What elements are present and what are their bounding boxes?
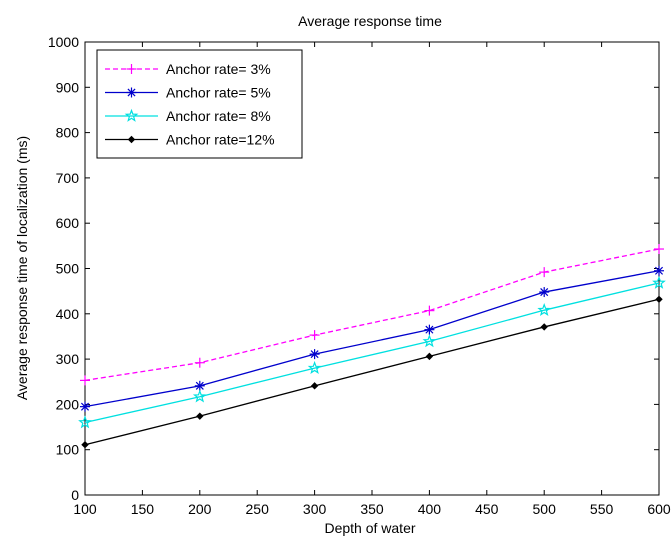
y-tick-label: 400 bbox=[56, 306, 80, 322]
x-axis: 100 150 200 250 300 350 400 450 500 550 600 bbox=[73, 42, 671, 517]
series-layer bbox=[78, 244, 666, 449]
x-tick-label: 250 bbox=[246, 501, 270, 517]
data-point bbox=[310, 382, 319, 390]
series-2 bbox=[80, 265, 664, 412]
y-tick-label: 1000 bbox=[48, 34, 79, 50]
y-axis: 0 100 200 300 400 500 600 700 800 900 1000 bbox=[48, 34, 659, 503]
data-point bbox=[307, 360, 322, 375]
legend-marker bbox=[126, 87, 137, 98]
series-line bbox=[84, 248, 660, 382]
data-point bbox=[424, 324, 435, 335]
data-point bbox=[78, 415, 92, 429]
x-tick-label: 600 bbox=[647, 501, 671, 517]
x-tick-label: 350 bbox=[360, 501, 384, 517]
series-line bbox=[84, 282, 660, 424]
data-point bbox=[540, 323, 548, 331]
data-point bbox=[424, 305, 435, 316]
legend-marker bbox=[127, 135, 136, 144]
legend-item: Anchor rate=12% bbox=[105, 132, 275, 148]
x-axis-label: Depth of water bbox=[324, 520, 415, 536]
data-point bbox=[537, 302, 552, 317]
data-point bbox=[192, 389, 207, 403]
legend-label: Anchor rate=12% bbox=[166, 132, 275, 148]
data-point bbox=[655, 295, 663, 304]
data-point bbox=[196, 412, 204, 420]
y-axis-label: Average response time of localization (m… bbox=[14, 136, 30, 400]
data-point bbox=[309, 349, 320, 360]
x-tick-label: 200 bbox=[188, 501, 212, 517]
y-tick-label: 100 bbox=[56, 442, 80, 458]
x-tick-label: 450 bbox=[475, 501, 499, 517]
data-point bbox=[539, 287, 550, 298]
y-tick-label: 200 bbox=[56, 396, 80, 412]
x-tick-label: 300 bbox=[303, 501, 327, 517]
x-tick-label: 500 bbox=[533, 501, 557, 517]
y-tick-label: 0 bbox=[71, 487, 79, 503]
legend-item: Anchor rate= 5% bbox=[105, 85, 271, 101]
series-4 bbox=[81, 295, 663, 449]
data-point bbox=[81, 441, 89, 449]
data-point bbox=[652, 275, 666, 289]
x-tick-label: 100 bbox=[73, 501, 97, 517]
legend-label: Anchor rate= 8% bbox=[166, 108, 271, 124]
series-1 bbox=[80, 244, 664, 386]
data-point bbox=[539, 267, 550, 278]
x-tick-label: 400 bbox=[418, 501, 442, 517]
x-tick-label: 150 bbox=[131, 501, 155, 517]
data-point bbox=[194, 357, 205, 368]
legend-marker bbox=[124, 108, 139, 122]
series-3 bbox=[78, 275, 666, 429]
y-tick-label: 300 bbox=[56, 351, 80, 367]
data-point bbox=[654, 244, 664, 255]
legend-item: Anchor rate= 8% bbox=[105, 108, 271, 124]
legend-label: Anchor rate= 5% bbox=[166, 85, 271, 101]
data-point bbox=[80, 375, 90, 386]
chart-title: Average response time bbox=[298, 13, 442, 29]
y-tick-label: 800 bbox=[56, 125, 80, 141]
y-tick-label: 500 bbox=[56, 261, 80, 277]
data-point bbox=[80, 401, 90, 412]
data-point bbox=[654, 265, 664, 276]
series-line bbox=[84, 298, 660, 446]
legend-label: Anchor rate= 3% bbox=[166, 61, 271, 77]
series-line bbox=[84, 270, 660, 408]
y-tick-label: 600 bbox=[56, 215, 80, 231]
y-tick-label: 900 bbox=[56, 79, 80, 95]
x-tick-label: 550 bbox=[590, 501, 614, 517]
legend-item: Anchor rate= 3% bbox=[105, 61, 271, 77]
data-point bbox=[194, 380, 205, 391]
legend: Anchor rate= 3% Anchor rate= 5% Anchor rat… bbox=[96, 49, 303, 159]
y-tick-label: 700 bbox=[56, 170, 80, 186]
legend-marker bbox=[126, 64, 137, 74]
data-point bbox=[422, 334, 437, 348]
data-point bbox=[309, 330, 320, 341]
data-point bbox=[425, 352, 434, 361]
